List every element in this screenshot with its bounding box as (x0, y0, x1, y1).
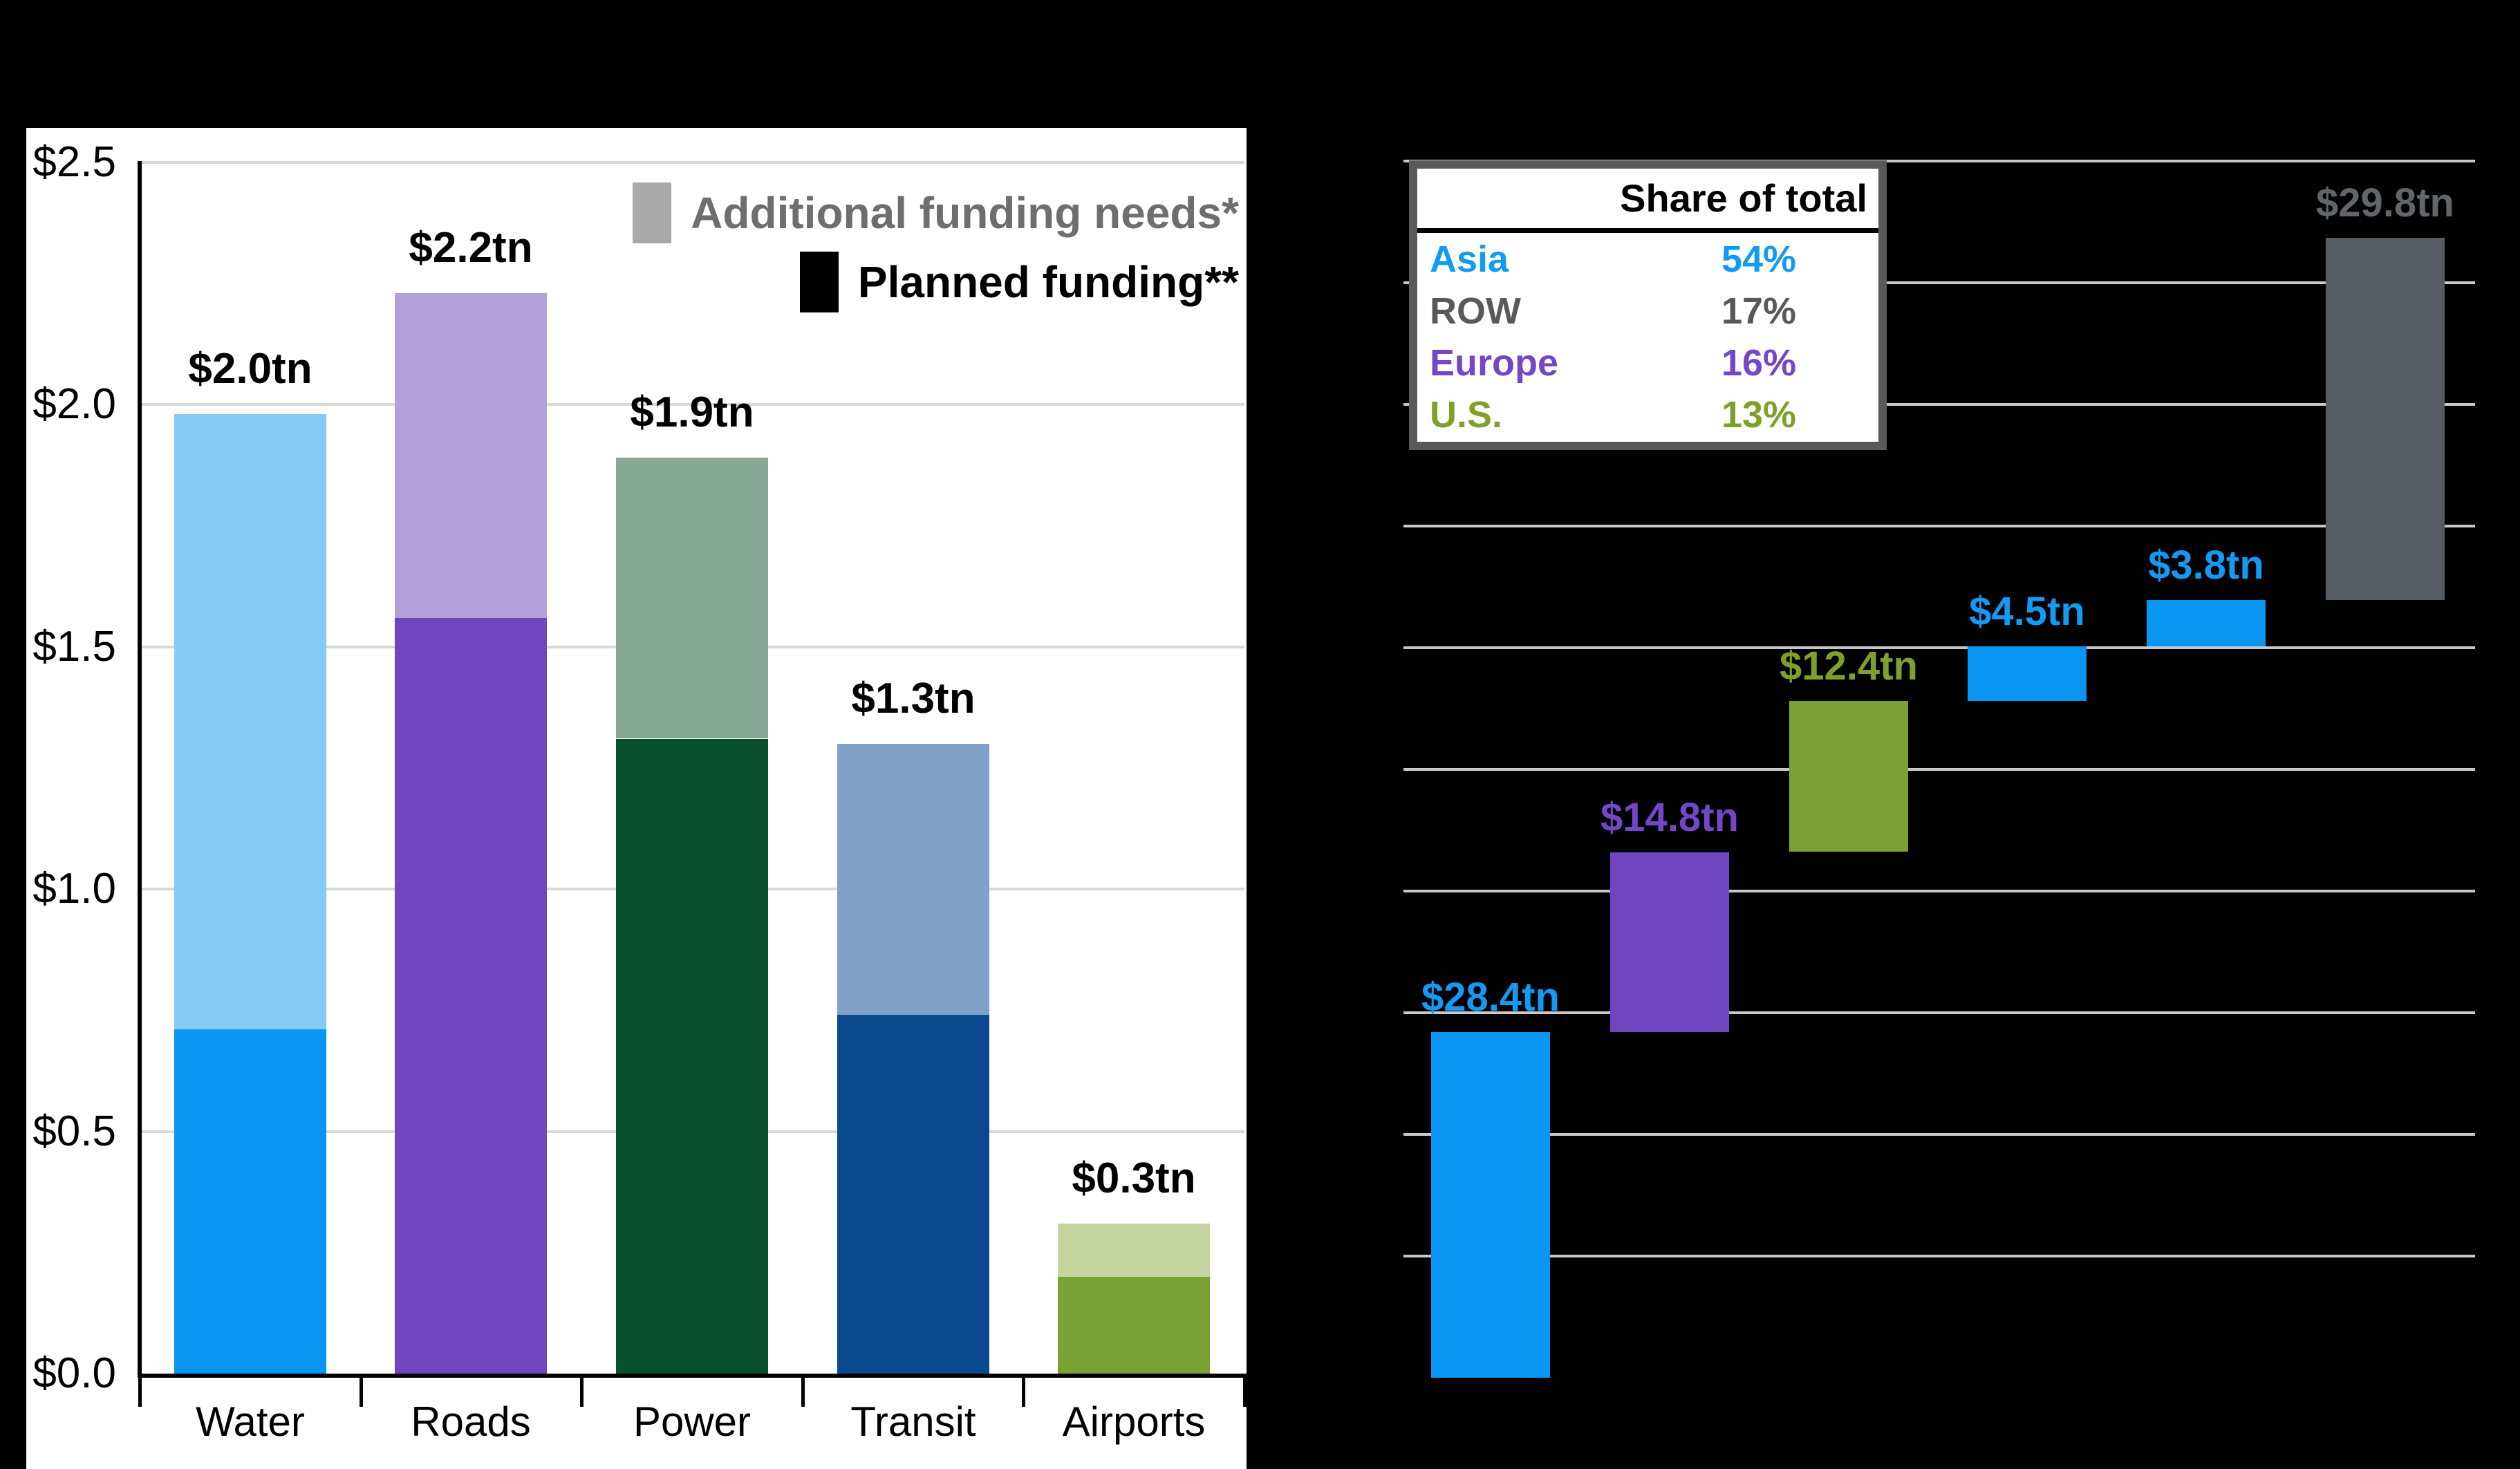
bar-water-additional (174, 414, 326, 1029)
x-label-airports: Airports (1062, 1398, 1206, 1445)
x-label-power: Power (633, 1398, 752, 1445)
table-row-asia: Asia 54% (1417, 233, 1878, 285)
waterfall-bar-asia-0 (1431, 1032, 1550, 1378)
waterfall-bar-asia-4 (2147, 600, 2266, 646)
right-gridline (1403, 160, 2475, 162)
waterfall-bar-europe-1 (1610, 852, 1729, 1032)
table-row-value: 13% (1721, 393, 1797, 436)
x-axis-tick (801, 1378, 805, 1407)
right-gridline (1403, 1011, 2475, 1014)
table-row-value: 16% (1721, 341, 1797, 384)
right-gridline (1403, 646, 2475, 649)
bar-roads-planned (395, 618, 547, 1374)
table-row-value: 17% (1721, 290, 1797, 332)
table-row-label: ROW (1430, 290, 1521, 332)
bar-power-planned (616, 739, 768, 1374)
x-axis-line (138, 1374, 1248, 1378)
right-gridline (1403, 281, 2475, 284)
y-tick-label: $2.5 (32, 138, 116, 186)
bar-water-planned (174, 1029, 326, 1374)
total-label-airports: $0.3tn (1072, 1154, 1196, 1202)
total-label-water: $2.0tn (188, 345, 312, 393)
x-label-roads: Roads (411, 1398, 531, 1445)
waterfall-label-2: $12.4tn (1780, 644, 1918, 689)
x-axis-tick (360, 1378, 363, 1407)
x-axis-tick (580, 1378, 584, 1407)
right-gridline (1403, 1133, 2475, 1136)
total-label-transit: $1.3tn (851, 675, 976, 722)
bar-transit-additional (837, 744, 989, 1015)
x-axis-tick (138, 1378, 142, 1407)
right-gridline (1403, 403, 2475, 406)
table-header-rule (1417, 228, 1878, 233)
waterfall-bar-us-2 (1789, 701, 1908, 852)
waterfall-bar-row-5 (2326, 238, 2445, 600)
y-tick-label: $2.0 (32, 380, 116, 428)
waterfall-label-4: $3.8tn (2148, 543, 2264, 588)
total-label-roads: $2.2tn (409, 224, 533, 272)
legend-item-additional: Additional funding needs* (633, 178, 1239, 247)
waterfall-label-0: $28.4tn (1421, 975, 1560, 1020)
table-row-us: U.S. 13% (1417, 389, 1878, 440)
legend: Additional funding needs* Planned funding… (633, 178, 1239, 317)
right-gridline (1403, 768, 2475, 771)
right-gridline (1403, 525, 2475, 527)
left-gridline (142, 161, 1244, 164)
y-tick-label: $0.5 (32, 1107, 116, 1155)
x-axis-tick (1243, 1378, 1247, 1407)
waterfall-label-1: $14.8tn (1600, 795, 1739, 840)
x-label-transit: Transit (850, 1398, 976, 1445)
right-gridline (1403, 1255, 2475, 1257)
legend-item-planned: Planned funding** (799, 247, 1239, 317)
bar-transit-planned (837, 1015, 989, 1374)
table-row-row: ROW 17% (1417, 285, 1878, 337)
legend-label: Additional funding needs* (691, 188, 1239, 238)
legend-swatch (633, 183, 672, 243)
table-row-europe: Europe 16% (1417, 337, 1878, 389)
bar-airports-additional (1058, 1224, 1210, 1277)
table-row-label: Asia (1430, 238, 1509, 280)
legend-swatch (799, 252, 839, 312)
y-tick-label: $1.0 (32, 865, 116, 913)
bar-roads-additional (395, 293, 547, 618)
y-tick-label: $1.5 (32, 623, 116, 671)
left-gridline (142, 403, 1244, 406)
table-row-value: 54% (1721, 238, 1797, 280)
y-tick-label: $0.0 (32, 1349, 116, 1397)
waterfall-label-3: $4.5tn (1969, 589, 2085, 634)
x-label-water: Water (196, 1398, 305, 1445)
right-gridline (1403, 890, 2475, 892)
bar-airports-planned (1058, 1277, 1210, 1374)
waterfall-bar-asia-3 (1968, 646, 2087, 701)
y-axis-line (138, 161, 142, 1378)
table-row-label: Europe (1430, 341, 1559, 384)
waterfall-label-5: $29.8tn (2316, 180, 2454, 225)
x-axis-tick (1022, 1378, 1025, 1407)
share-of-total-table: Share of total Asia 54% ROW 17% Europe 16% U.S… (1409, 160, 1887, 450)
legend-label: Planned funding** (857, 257, 1239, 307)
table-row-label: U.S. (1430, 393, 1503, 436)
total-label-power: $1.9tn (630, 389, 754, 436)
table-header: Share of total (1620, 176, 1867, 220)
bar-power-additional (616, 458, 768, 738)
